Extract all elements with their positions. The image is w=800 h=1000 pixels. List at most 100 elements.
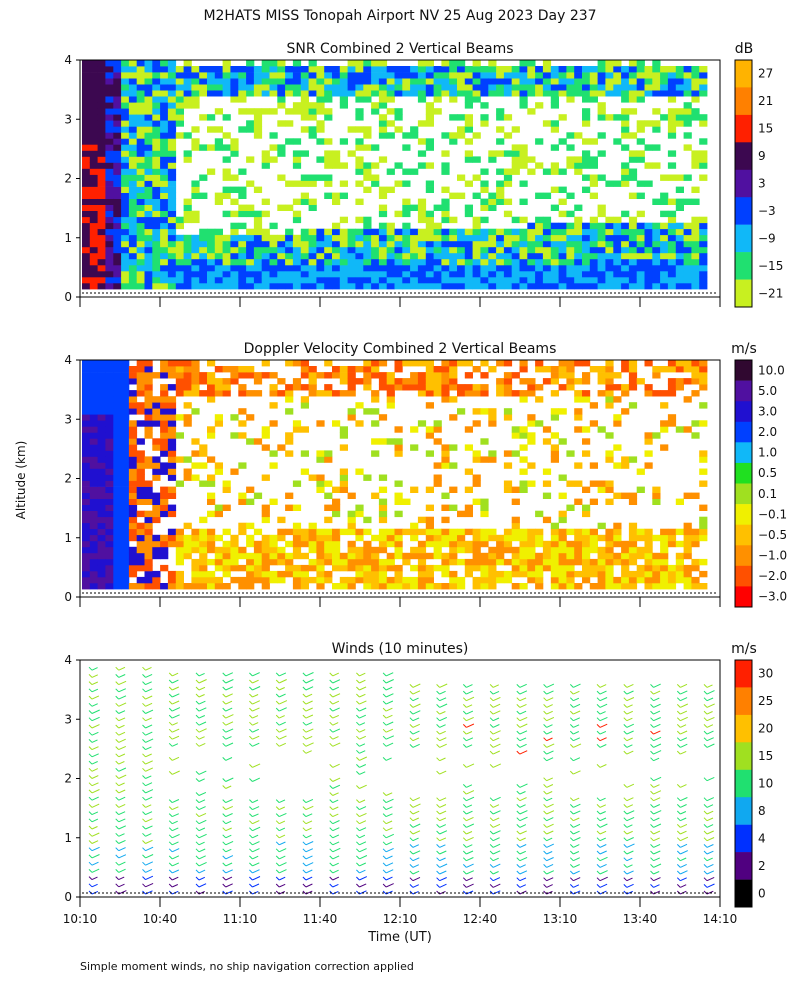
wind-barb-flag	[88, 731, 93, 736]
wind-barb-flag	[650, 717, 654, 722]
snr-cell	[144, 216, 153, 224]
wind-barb	[225, 827, 232, 832]
colorbar-label: 3	[758, 177, 766, 191]
velocity-cell	[136, 528, 145, 536]
wind-barb	[599, 703, 608, 708]
snr-cell	[394, 283, 403, 290]
snr-cell	[222, 144, 231, 151]
velocity-cell	[347, 366, 356, 373]
velocity-cell	[136, 486, 145, 493]
wind-barb	[680, 830, 687, 835]
wind-barb-flag	[409, 817, 414, 822]
snr-cell	[144, 120, 153, 127]
wind-barb	[466, 863, 474, 868]
velocity-cell	[144, 583, 153, 590]
snr-cell	[89, 228, 98, 236]
snr-cell	[566, 96, 575, 103]
wind-barb	[706, 844, 714, 848]
velocity-cell	[160, 564, 169, 572]
snr-cell	[82, 72, 91, 79]
velocity-cell	[222, 378, 231, 385]
snr-cell	[691, 84, 700, 91]
snr-cell	[542, 216, 552, 224]
snr-cell	[347, 234, 356, 242]
snr-cell	[167, 144, 177, 151]
velocity-cell	[199, 564, 208, 572]
snr-cell	[269, 222, 278, 230]
snr-cell	[253, 234, 263, 242]
snr-cell	[355, 168, 364, 175]
snr-cell	[253, 78, 263, 85]
snr-cell	[97, 108, 106, 115]
snr-cell	[371, 66, 380, 73]
snr-cell	[113, 132, 122, 139]
velocity-cell	[425, 583, 434, 590]
snr-cell	[480, 66, 489, 73]
snr-cell	[136, 186, 145, 193]
snr-cell	[527, 66, 536, 73]
wind-barb	[332, 841, 340, 846]
velocity-cell	[324, 528, 333, 536]
snr-cell	[308, 276, 317, 284]
velocity-cell	[464, 468, 473, 475]
wind-barb-flag	[676, 857, 681, 862]
velocity-cell	[558, 492, 567, 499]
snr-cell	[253, 252, 263, 260]
velocity-cell	[261, 583, 270, 590]
snr-cell	[519, 228, 528, 236]
snr-cell	[457, 258, 466, 266]
velocity-cell	[488, 546, 497, 554]
snr-cell	[144, 276, 153, 284]
velocity-cell	[652, 534, 661, 542]
snr-cell	[464, 84, 473, 91]
velocity-cell	[542, 426, 552, 433]
velocity-cell	[300, 384, 309, 391]
velocity-cell	[277, 528, 286, 536]
velocity-cell	[519, 396, 528, 403]
snr-cell	[113, 84, 122, 91]
snr-cell	[542, 283, 552, 290]
wind-barb	[599, 716, 608, 722]
velocity-cell	[496, 378, 505, 385]
snr-cell	[496, 276, 505, 284]
velocity-cell	[613, 558, 622, 566]
snr-cell	[339, 240, 348, 248]
velocity-cell	[527, 558, 536, 566]
snr-cell	[675, 246, 684, 254]
wind-barb-flag	[302, 848, 307, 853]
wind-barb-flag	[275, 862, 280, 867]
snr-cell	[496, 114, 505, 121]
snr-cell	[175, 102, 184, 109]
snr-cell	[269, 90, 278, 97]
snr-cell	[230, 276, 239, 284]
snr-cell	[167, 276, 177, 284]
velocity-cell	[511, 570, 520, 578]
velocity-cell	[582, 534, 591, 542]
velocity-cell	[97, 534, 106, 542]
wind-barb	[359, 812, 367, 818]
wind-barb-flag	[516, 850, 521, 855]
snr-cell	[652, 144, 661, 151]
snr-cell	[355, 180, 364, 187]
velocity-cell	[160, 510, 169, 518]
velocity-cell	[191, 540, 200, 548]
velocity-cell	[542, 516, 552, 524]
wind-barb	[626, 857, 633, 862]
velocity-cell	[371, 366, 380, 373]
velocity-cell	[82, 558, 91, 566]
velocity-cell	[574, 570, 583, 578]
snr-cell	[82, 108, 91, 115]
snr-cell	[97, 72, 106, 79]
wind-barb	[225, 813, 233, 818]
velocity-cell	[644, 576, 653, 584]
velocity-cell	[519, 583, 528, 590]
velocity-cell	[566, 504, 575, 511]
snr-cell	[464, 78, 473, 85]
wind-barb-flag	[329, 834, 334, 839]
wind-barb	[305, 742, 314, 747]
velocity-cell	[425, 450, 434, 457]
velocity-cell	[191, 390, 200, 397]
snr-cell	[566, 228, 575, 236]
snr-cell	[574, 240, 583, 248]
snr-cell	[480, 258, 489, 266]
